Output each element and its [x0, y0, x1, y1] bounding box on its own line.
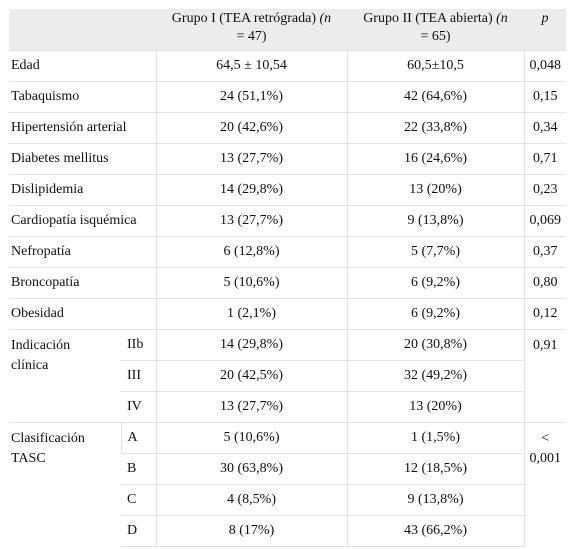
row-label: Nefropatía: [9, 236, 156, 268]
table-row: Edad 64,5 ± 10,54 60,5±10,5 0,048: [9, 50, 566, 82]
table-row: IV 13 (27,7%) 13 (20%): [9, 391, 566, 423]
group1-value: 14 (29,8%): [155, 174, 347, 206]
group2-value: 32 (49,2%): [346, 360, 524, 392]
group2-value: 6 (9,2%): [346, 267, 524, 299]
group2-value: 9 (13,8%): [346, 205, 524, 237]
group1-value: 4 (8,5%): [155, 484, 347, 516]
group2-value: 9 (13,8%): [346, 484, 524, 516]
indicacion-label: Indicación clínica: [9, 329, 121, 423]
group2-value: 13 (20%): [346, 391, 524, 423]
header-row: Grupo I (TEA retrógrada) (n = 47) Grupo …: [9, 9, 566, 51]
sub-label: C: [121, 484, 156, 516]
group1-value: 13 (27,7%): [155, 143, 347, 175]
row-label: Obesidad: [9, 298, 156, 330]
table-row: Diabetes mellitus 13 (27,7%) 16 (24,6%) …: [9, 143, 566, 175]
group1-value: 20 (42,5%): [155, 360, 347, 392]
table-row: Dislipidemia 14 (29,8%) 13 (20%) 0,23: [9, 174, 566, 206]
header-p-value: p: [524, 9, 566, 51]
table-row: B 30 (63,8%) 12 (18,5%): [9, 453, 566, 485]
p-value: 0,15: [523, 81, 566, 113]
table-row: Hipertensión arterial 20 (42,6%) 22 (33,…: [9, 112, 566, 144]
table-row: D 8 (17%) 43 (66,2%): [9, 515, 566, 547]
table-row: Indicación clínica IIb 14 (29,8%) 20 (30,…: [9, 329, 566, 423]
row-label: Tabaquismo: [9, 81, 156, 113]
table-row: Broncopatía 5 (10,6%) 6 (9,2%) 0,80: [9, 267, 566, 299]
group2-value: 60,5±10,5: [346, 50, 524, 82]
group2-value: 16 (24,6%): [346, 143, 524, 175]
sub-label: IV: [121, 391, 156, 423]
p-value: 0,80: [523, 267, 566, 299]
p-value: 0,069: [523, 205, 566, 237]
row-label: Diabetes mellitus: [9, 143, 156, 175]
p-value: 0,34: [523, 112, 566, 144]
row-label: Hipertensión arterial: [9, 112, 156, 144]
group1-value: 14 (29,8%): [155, 329, 347, 361]
header-group1: Grupo I (TEA retrógrada) (n = 47): [156, 9, 347, 51]
p-value: <0,001: [523, 422, 566, 547]
group1-value: 30 (63,8%): [155, 453, 347, 485]
group2-value: 20 (30,8%): [346, 329, 524, 361]
row-label: Dislipidemia: [9, 174, 156, 206]
group2-value: 1 (1,5%): [346, 422, 524, 454]
group2-value: 22 (33,8%): [346, 112, 524, 144]
group1-value: 64,5 ± 10,54: [155, 50, 347, 82]
group1-value: 1 (2,1%): [155, 298, 347, 330]
table-row: Nefropatía 6 (12,8%) 5 (7,7%) 0,37: [9, 236, 566, 268]
p-value: 0,12: [523, 298, 566, 330]
p-value: 0,71: [523, 143, 566, 175]
group2-value: 42 (64,6%): [346, 81, 524, 113]
group2-value: 43 (66,2%): [346, 515, 524, 547]
group1-value: 6 (12,8%): [155, 236, 347, 268]
header-group2: Grupo II (TEA abierta) (n = 65): [347, 9, 524, 51]
table-row: Tabaquismo 24 (51,1%) 42 (64,6%) 0,15: [9, 81, 566, 113]
p-value: 0,23: [523, 174, 566, 206]
row-label: Cardiopatía isquémica: [9, 205, 156, 237]
sub-label: A: [120, 422, 156, 454]
group1-value: 13 (27,7%): [155, 391, 347, 423]
p-value: 0,37: [523, 236, 566, 268]
group1-value: 20 (42,6%): [155, 112, 347, 144]
tasc-label: Clasificación TASC: [9, 422, 121, 547]
row-label: Edad: [9, 50, 156, 82]
group1-value: 13 (27,7%): [155, 205, 347, 237]
group1-value: 5 (10,6%): [155, 267, 347, 299]
p-value: 0,91: [523, 329, 566, 423]
group2-value: 5 (7,7%): [346, 236, 524, 268]
sub-label: III: [121, 360, 156, 392]
sub-label: D: [121, 515, 156, 547]
comparison-table: Grupo I (TEA retrógrada) (n = 47) Grupo …: [9, 9, 566, 547]
group1-value: 8 (17%): [155, 515, 347, 547]
group1-value: 5 (10,6%): [155, 422, 347, 454]
table-row: Clasificación TASC A 5 (10,6%) 1 (1,5%) <…: [9, 422, 566, 547]
table-row: C 4 (8,5%) 9 (13,8%): [9, 484, 566, 516]
table-row: Obesidad 1 (2,1%) 6 (9,2%) 0,12: [9, 298, 566, 330]
header-empty: [9, 9, 156, 51]
table-row: Cardiopatía isquémica 13 (27,7%) 9 (13,8…: [9, 205, 566, 237]
sub-label: IIb: [121, 329, 156, 361]
sub-label: B: [121, 453, 156, 485]
row-label: Broncopatía: [9, 267, 156, 299]
table-row: III 20 (42,5%) 32 (49,2%): [9, 360, 566, 392]
group1-value: 24 (51,1%): [155, 81, 347, 113]
p-value: 0,048: [523, 50, 566, 82]
group2-value: 6 (9,2%): [346, 298, 524, 330]
group2-value: 12 (18,5%): [346, 453, 524, 485]
group2-value: 13 (20%): [346, 174, 524, 206]
